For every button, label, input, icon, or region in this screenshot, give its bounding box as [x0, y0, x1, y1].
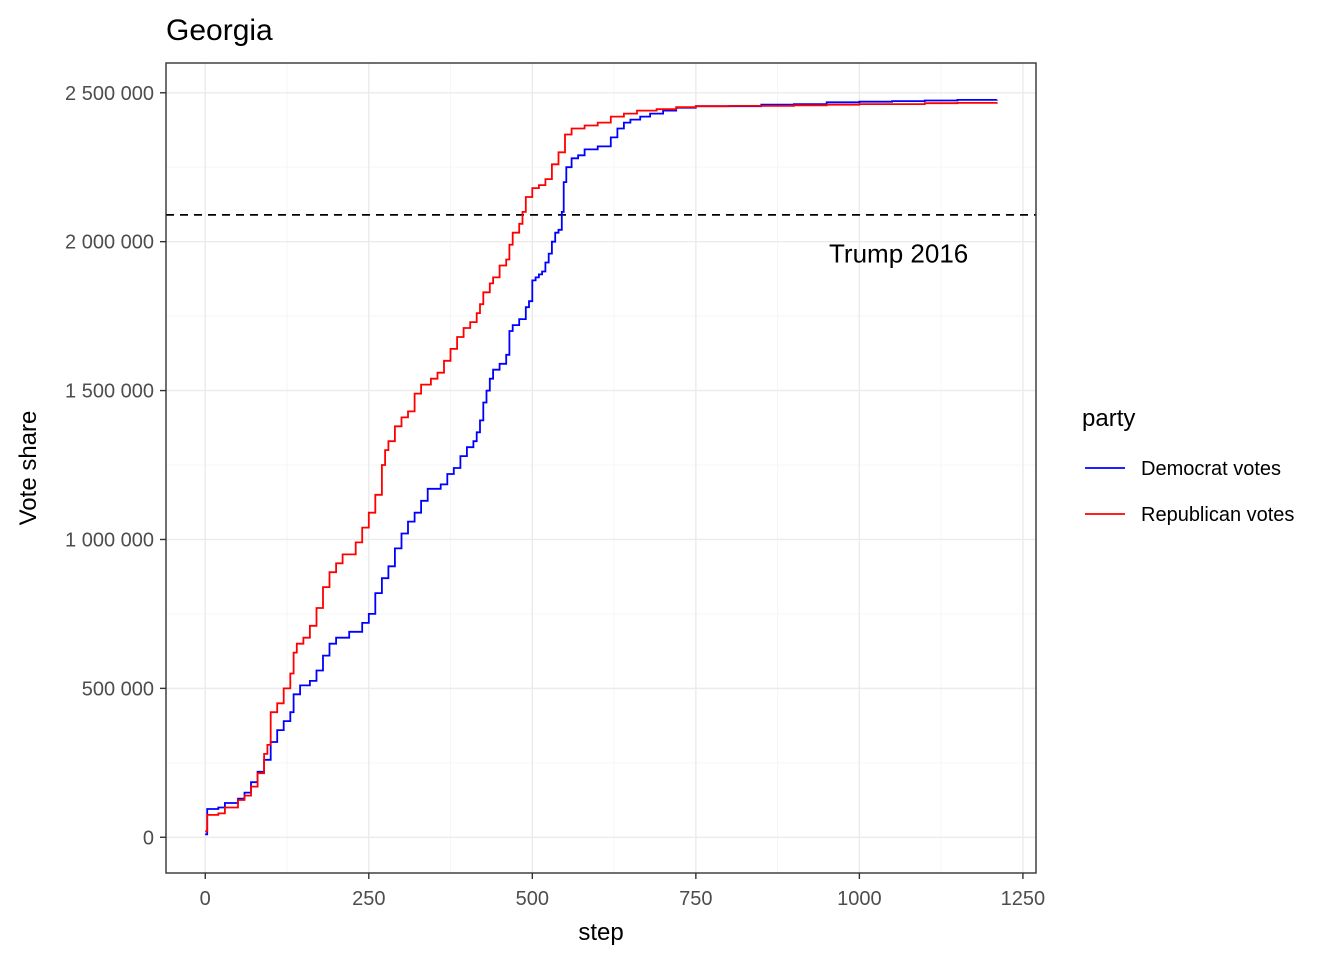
reference-layer: Trump 2016 [166, 213, 1036, 269]
chart-title: Georgia [166, 14, 273, 47]
panel-border [165, 62, 1037, 874]
y-tick-label: 1 000 000 [65, 529, 154, 551]
y-tick-label: 2 500 000 [65, 83, 154, 105]
x-tick-label: 0 [200, 888, 211, 910]
y-tick-label: 500 000 [82, 678, 154, 700]
series-line-republican [205, 102, 998, 833]
series-layer [205, 99, 998, 836]
x-axis: 0 250 500 750 1000 1250 [200, 873, 1045, 910]
x-tick-label: 1250 [1001, 888, 1046, 910]
y-tick-label: 2 000 000 [65, 232, 154, 254]
legend-label: Republican votes [1141, 504, 1294, 526]
legend-label: Democrat votes [1141, 458, 1281, 480]
x-axis-title: step [578, 919, 623, 946]
y-axis: 0 500 000 1 000 000 1 500 000 2 000 000 2 500… [65, 83, 166, 849]
x-tick-label: 250 [352, 888, 385, 910]
legend-items: Democrat votes Republican votes [1085, 458, 1294, 526]
x-tick-label: 1000 [837, 888, 882, 910]
series-line-democrat [205, 99, 998, 836]
y-tick-label: 1 500 000 [65, 381, 154, 403]
grid [166, 63, 1036, 873]
y-tick-label: 0 [143, 827, 154, 849]
x-tick-label: 750 [679, 888, 712, 910]
legend-title: party [1082, 405, 1135, 432]
y-axis-title: Vote share [15, 411, 42, 526]
legend: party Democrat votes Republican votes [1082, 405, 1294, 526]
reference-label: Trump 2016 [829, 239, 968, 269]
x-tick-label: 500 [516, 888, 549, 910]
